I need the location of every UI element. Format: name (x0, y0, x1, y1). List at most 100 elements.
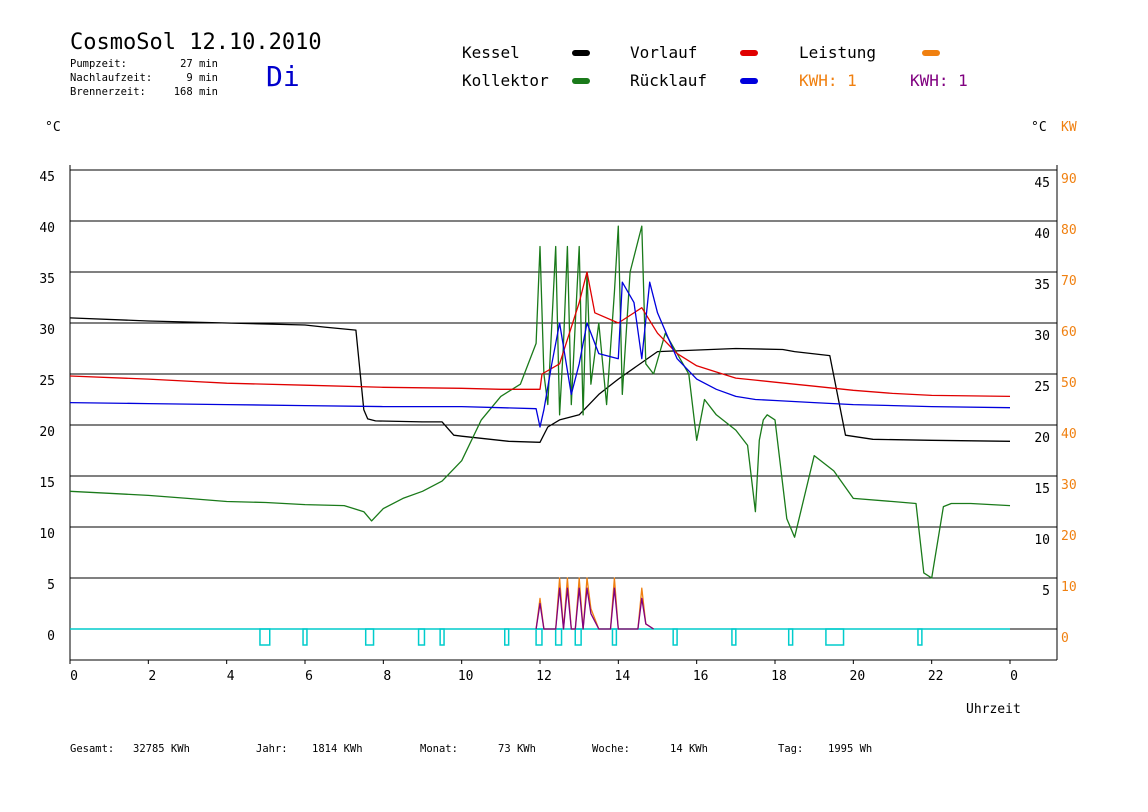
y2-tick-label: 90 (1061, 172, 1077, 187)
y-right-tick-label: 15 (1034, 482, 1050, 497)
monat-label: Monat: (420, 743, 458, 755)
pump-pulse (535, 628, 543, 646)
y2-tick-label: 10 (1061, 580, 1077, 595)
x-axis-label: Uhrzeit (966, 702, 1021, 717)
y2-tick-label: 70 (1061, 274, 1077, 289)
y-right-tick-label: 10 (1034, 533, 1050, 548)
y2-tick-label: 60 (1061, 325, 1077, 340)
legend-kessel-label: Kessel (462, 43, 520, 62)
y-tick-label: 30 (39, 323, 55, 338)
woche-label: Woche: (592, 743, 630, 755)
y2-tick-label: 0 (1061, 631, 1069, 646)
y2-tick-label: 30 (1061, 478, 1077, 493)
x-tick-label: 18 (771, 669, 787, 684)
series-lines (69, 225, 1011, 646)
y2-tick-label: 80 (1061, 223, 1077, 238)
brennerzeit-value: 168 min (173, 86, 218, 98)
x-tick-label: 0 (1010, 669, 1018, 684)
pumpzeit-value: 27 min (180, 58, 218, 70)
pump-pulse (504, 628, 510, 646)
legend-kessel-swatch (572, 50, 590, 56)
y-tick-label: 5 (47, 578, 55, 593)
gesamt-label: Gesamt: (70, 743, 115, 755)
pump-pulse (917, 628, 923, 646)
pump-pulse (364, 628, 375, 646)
pump-pulse (554, 628, 563, 646)
brennerzeit-label: Brennerzeit: (70, 86, 146, 98)
legend-kollektor-label: Kollektor (462, 71, 549, 90)
pump-pulse (574, 628, 582, 646)
y-right-tick-label: 30 (1034, 329, 1050, 344)
legend-ruecklauf-swatch (740, 78, 758, 84)
jahr-label: Jahr: (256, 743, 288, 755)
y-tick-label: 40 (39, 221, 55, 236)
x-tick-label: 22 (928, 669, 944, 684)
legend-kollektor-swatch (572, 78, 590, 84)
pump-pulse (825, 628, 845, 646)
woche-value: 14 KWh (670, 743, 708, 755)
monat-value: 73 KWh (498, 743, 536, 755)
y2-tick-label: 20 (1061, 529, 1077, 544)
tag-label: Tag: (778, 743, 804, 755)
pump-pulse (259, 628, 271, 646)
tick-labels: 0510152025303540455101520253035404501020… (39, 170, 1076, 684)
y-tick-label: 10 (39, 527, 55, 542)
legend-ruecklauf-label: Rücklauf (630, 71, 708, 90)
y-tick-label: 20 (39, 425, 55, 440)
series-kessel (69, 317, 1011, 443)
x-tick-label: 6 (305, 669, 313, 684)
x-tick-label: 16 (693, 669, 709, 684)
tag-value: 1995 Wh (828, 743, 873, 755)
x-tick-label: 8 (383, 669, 391, 684)
left-axis-unit: °C (45, 120, 61, 135)
series-ruecklauf (69, 281, 1011, 428)
series-vorlauf (69, 271, 1011, 398)
y-tick-label: 35 (39, 272, 55, 287)
pump-pulse (302, 628, 308, 646)
chart-title: CosmoSol 12.10.2010 (70, 30, 322, 55)
pumpzeit-label: Pumpzeit: (70, 58, 127, 70)
x-tick-label: 0 (70, 669, 78, 684)
y2-tick-label: 50 (1061, 376, 1077, 391)
y2-tick-label: 40 (1061, 427, 1077, 442)
y-right-tick-label: 5 (1042, 584, 1050, 599)
weekday-label: Di (266, 60, 300, 93)
nachlaufzeit-value: 9 min (186, 72, 218, 84)
legend-kwh2-label: KWH: 1 (910, 71, 968, 90)
x-tick-label: 2 (148, 669, 156, 684)
legend-leistung-label: Leistung (799, 43, 877, 62)
pump-pulse (672, 628, 678, 646)
y-right-tick-label: 25 (1034, 380, 1050, 395)
y-tick-label: 45 (39, 170, 55, 185)
x-tick-label: 12 (536, 669, 552, 684)
y-right-tick-label: 40 (1034, 227, 1050, 242)
pump-pulse (611, 628, 618, 646)
x-tick-label: 14 (615, 669, 631, 684)
series-kwh (535, 587, 654, 630)
y-tick-label: 0 (47, 629, 55, 644)
x-tick-label: 10 (458, 669, 474, 684)
pump-pulse (439, 628, 445, 646)
jahr-value: 1814 KWh (312, 743, 363, 755)
legend-leistung-swatch (922, 50, 940, 56)
y-right-tick-label: 20 (1034, 431, 1050, 446)
x-tick-label: 20 (850, 669, 866, 684)
pump-pulse (731, 628, 737, 646)
legend-kwh1-label: KWH: 1 (799, 71, 857, 90)
y-right-tick-label: 45 (1034, 176, 1050, 191)
x-tick-label: 4 (227, 669, 235, 684)
pump-pulse (417, 628, 426, 646)
right-axis-unit-kw: KW (1061, 120, 1077, 135)
y-tick-label: 15 (39, 476, 55, 491)
series-kollektor (69, 225, 1011, 579)
pump-pulse (787, 628, 794, 646)
legend-vorlauf-label: Vorlauf (630, 43, 698, 62)
grid (69, 165, 1058, 664)
legend-vorlauf-swatch (740, 50, 758, 56)
nachlaufzeit-label: Nachlaufzeit: (70, 72, 153, 84)
right-axis-unit: °C (1031, 120, 1047, 135)
y-right-tick-label: 35 (1034, 278, 1050, 293)
y-tick-label: 25 (39, 374, 55, 389)
gesamt-value: 32785 KWh (133, 743, 190, 755)
